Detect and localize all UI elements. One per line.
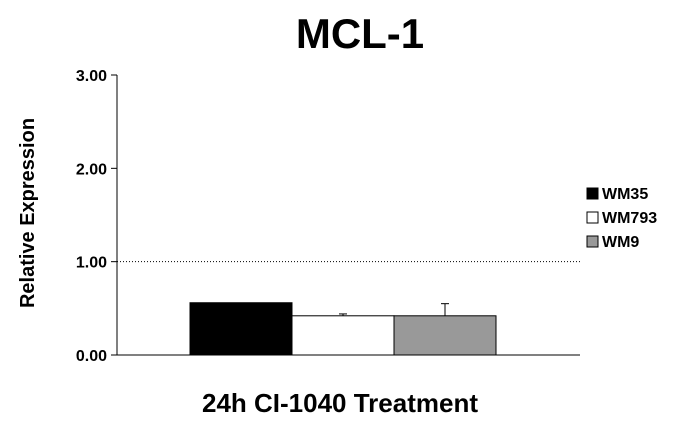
y-axis-ticks: 0.00 1.00 2.00 3.00 [76,68,117,365]
x-axis-label: 24h CI-1040 Treatment [202,388,478,418]
bars-group [189,302,497,356]
bar-wm793 [291,315,395,356]
legend-swatch-wm9 [586,235,599,248]
axes [116,75,580,356]
bar-wm9 [393,315,497,356]
y-tick-label: 3.00 [76,68,107,85]
legend-label-wm9: WM9 [602,234,639,251]
legend: WM35 WM793 WM9 [586,186,657,251]
y-tick-label: 1.00 [76,255,107,272]
legend-label-wm793: WM793 [602,210,657,227]
legend-swatch-wm793 [586,211,599,224]
y-axis-label: Relative Expression [17,118,39,308]
y-tick-label: 2.00 [76,161,107,178]
bar-wm35 [189,302,293,356]
chart-title: MCL-1 [296,10,424,57]
legend-swatch-wm35 [586,187,599,200]
legend-label-wm35: WM35 [602,186,648,203]
y-tick-label: 0.00 [76,348,107,365]
